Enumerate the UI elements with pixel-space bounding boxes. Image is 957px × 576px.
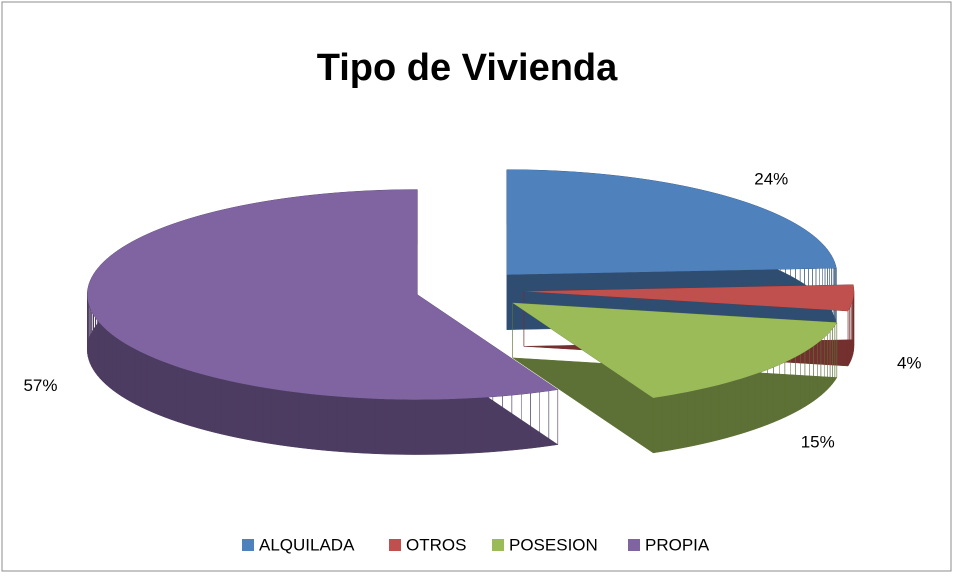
data-label: 24% [754,170,788,189]
slice-top [512,302,837,398]
legend-label: OTROS [406,535,466,554]
legend-label: PROPIA [645,535,710,554]
legend-swatch [492,539,504,551]
slice-top [523,284,854,311]
legend-label: ALQUILADA [259,535,355,554]
slice-top [506,169,837,275]
data-label: 15% [801,433,835,452]
legend-label: POSESION [509,535,598,554]
data-label: 57% [23,376,57,395]
legend-swatch [628,539,640,551]
chart-title: Tipo de Vivienda [317,47,618,89]
legend-swatch [389,539,401,551]
legend-swatch [242,539,254,551]
data-label: 4% [897,354,922,373]
slice-top [87,189,558,400]
